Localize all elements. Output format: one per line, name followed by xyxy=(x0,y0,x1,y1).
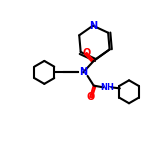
Text: O: O xyxy=(86,92,94,102)
Text: N: N xyxy=(89,21,97,31)
Text: N: N xyxy=(79,67,87,77)
Text: O: O xyxy=(82,48,91,58)
Text: NH: NH xyxy=(100,83,114,92)
